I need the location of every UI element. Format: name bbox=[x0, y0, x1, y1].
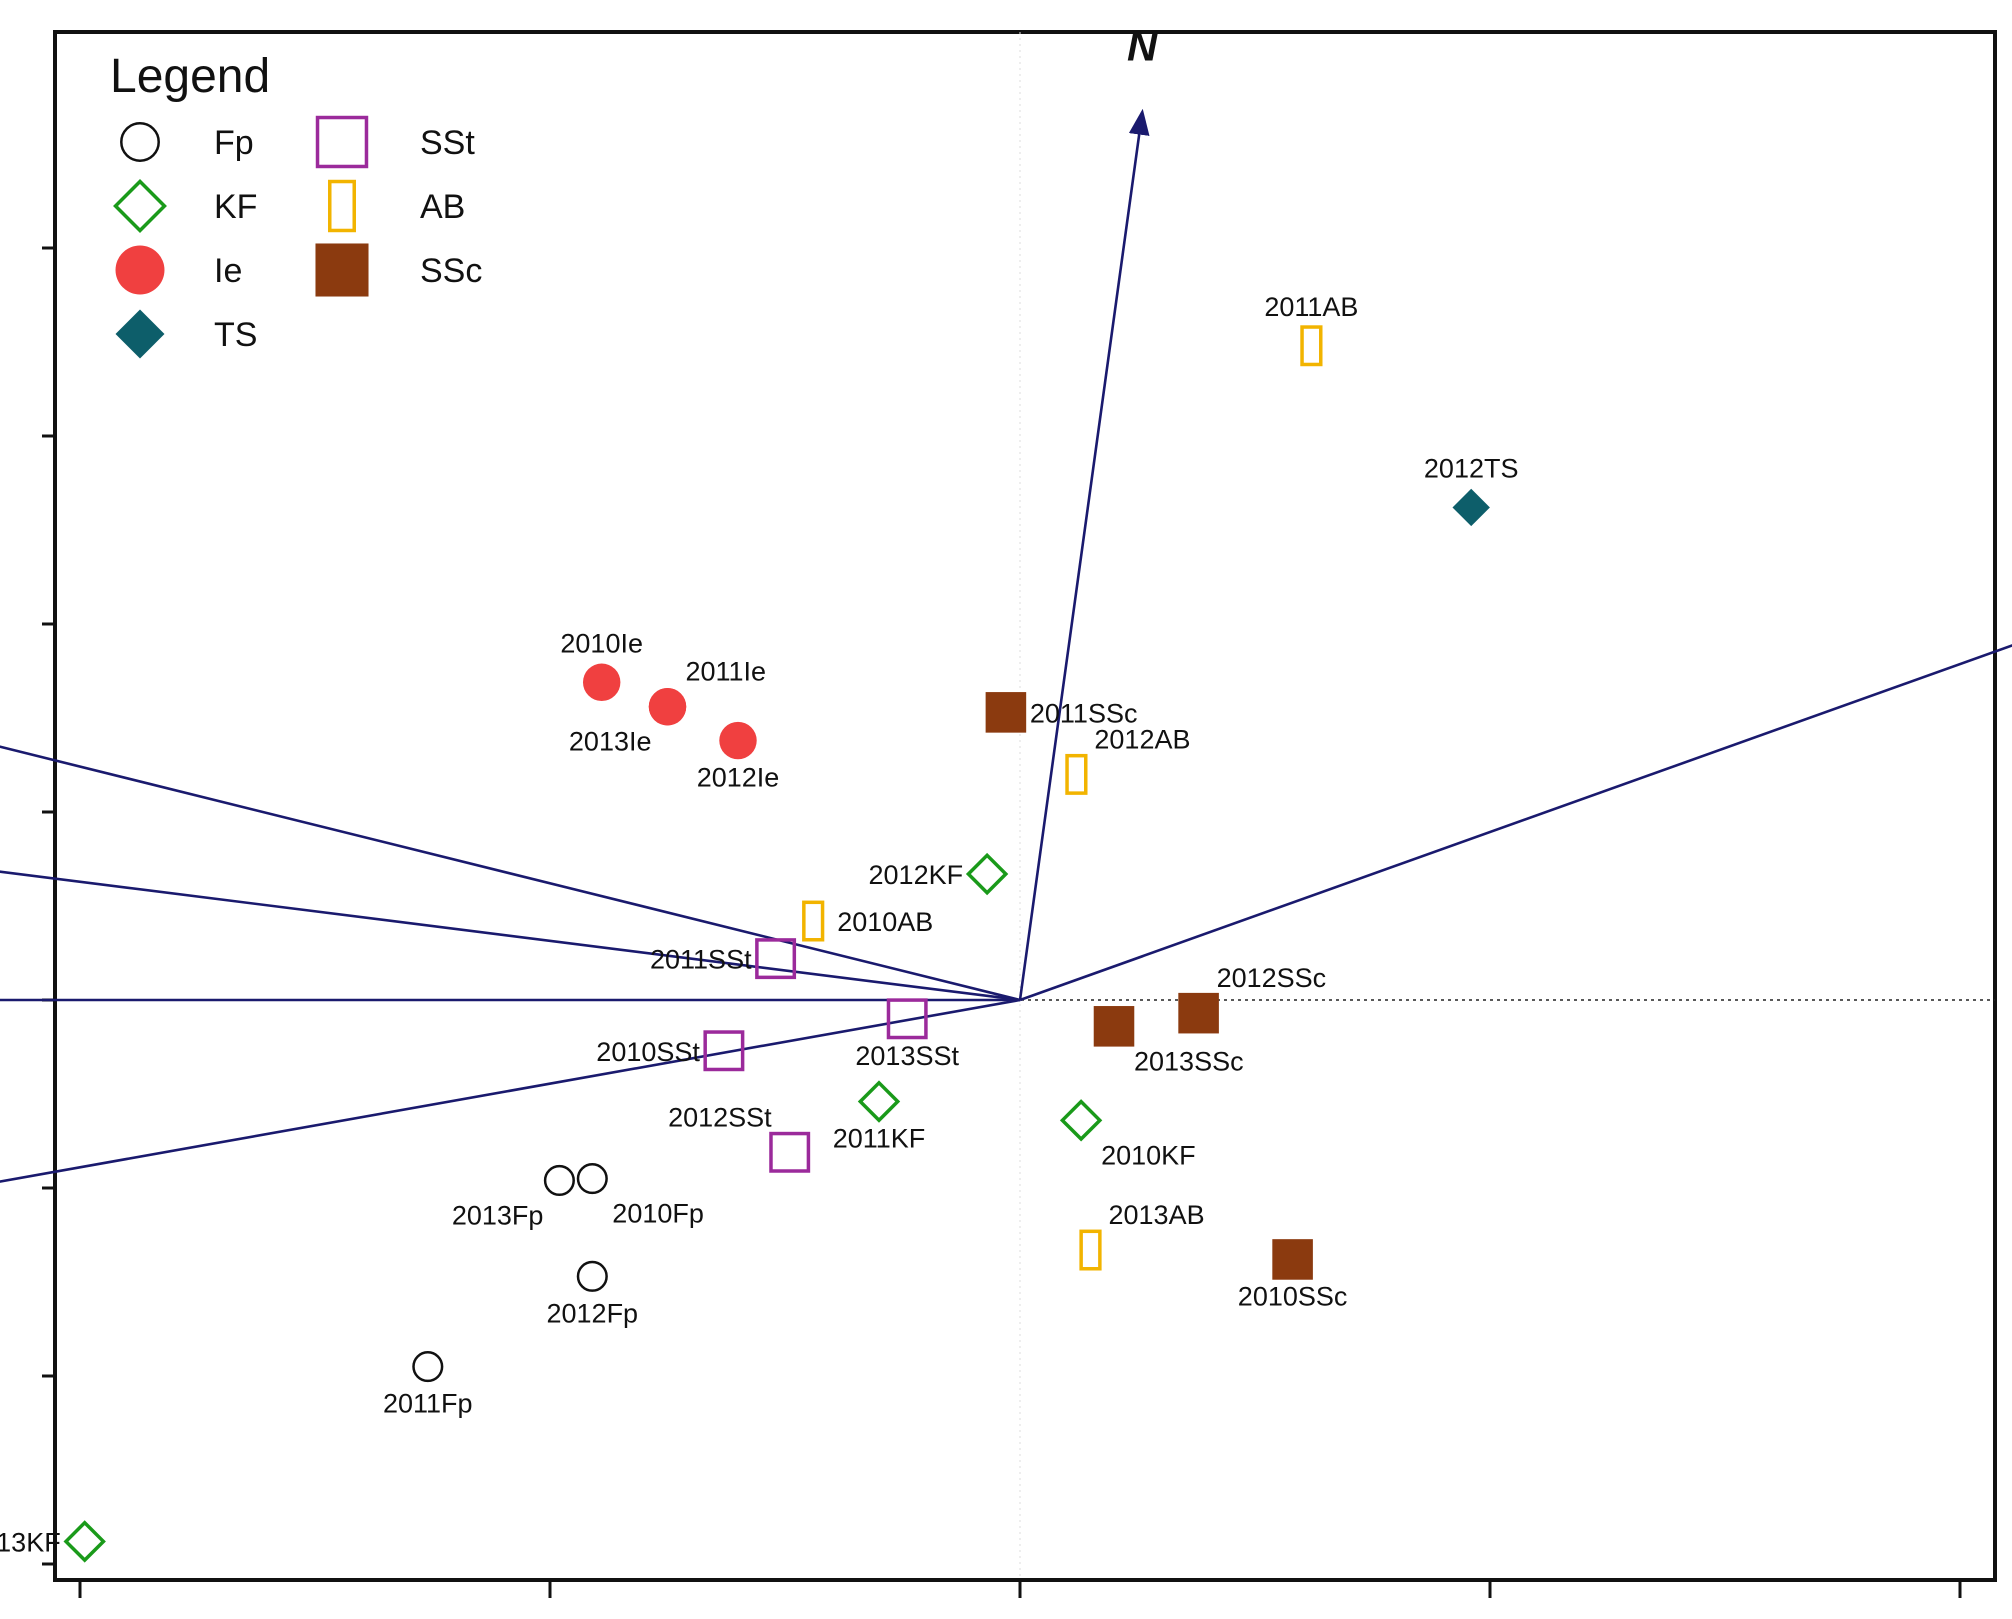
point-label-2011ssc: 2011SSc bbox=[1030, 698, 1138, 728]
point-label-2012ssc: 2012SSc bbox=[1217, 963, 1327, 993]
point-label-2011kf: 2011KF bbox=[833, 1124, 926, 1154]
point-label-2012ts: 2012TS bbox=[1424, 453, 1519, 483]
point-2011kf bbox=[857, 1080, 901, 1123]
loading-vectors bbox=[0, 108, 2012, 1183]
legend-label-ab: AB bbox=[420, 188, 465, 226]
vector-label-n: N bbox=[1127, 23, 1159, 70]
point-label-2010ab: 2010AB bbox=[837, 907, 933, 937]
point-2010ssc bbox=[1272, 1239, 1313, 1280]
point-2012kf bbox=[965, 852, 1009, 896]
legend-label-fp: Fp bbox=[214, 124, 254, 162]
legend-marker-ab bbox=[328, 179, 356, 233]
point-label-2011ie: 2011Ie bbox=[686, 657, 767, 687]
point-label-2013kf: 2013KF bbox=[0, 1527, 61, 1557]
point-2012fp bbox=[576, 1260, 608, 1292]
legend-marker-kf bbox=[113, 179, 167, 233]
sample-points bbox=[63, 325, 1490, 1563]
point-label-2010kf: 2010KF bbox=[1101, 1140, 1196, 1170]
point-label-2010ie: 2010Ie bbox=[560, 628, 643, 658]
vector-r bbox=[0, 745, 1021, 1002]
point-2012sst bbox=[769, 1131, 811, 1173]
point-2011ab bbox=[1300, 325, 1323, 367]
point-2013fp bbox=[543, 1164, 575, 1197]
vector-n bbox=[1018, 108, 1150, 1001]
point-2012ab bbox=[1065, 753, 1088, 795]
axis-ticks bbox=[42, 246, 1962, 1598]
point-2011fp bbox=[412, 1351, 444, 1383]
point-label-2012kf: 2012KF bbox=[869, 860, 964, 890]
point-2010ab bbox=[802, 900, 825, 942]
legend-label-ssc: SSc bbox=[420, 252, 482, 290]
point-label-2010ssc: 2010SSc bbox=[1238, 1281, 1348, 1311]
point-2012ts bbox=[1452, 488, 1490, 527]
point-label-2012fp: 2012Fp bbox=[547, 1298, 639, 1328]
legend-marker-fp bbox=[120, 122, 160, 162]
point-label-2013ie: 2013Ie bbox=[569, 727, 652, 757]
point-label-2012ie: 2012Ie bbox=[697, 763, 780, 793]
point-2013ssc bbox=[1093, 1006, 1135, 1047]
plot-frame bbox=[53, 30, 1997, 1582]
legend-label-sst: SSt bbox=[420, 124, 475, 162]
point-2010sst bbox=[703, 1030, 745, 1072]
legend: Legend Fp KF Ie TS SSt AB SSc bbox=[110, 50, 482, 359]
vector-f bbox=[1019, 644, 2012, 1002]
point-label-2013fp: 2013Fp bbox=[452, 1200, 544, 1230]
sample-labels: 2010Fp 2011Fp 2012Fp 2013Fp 2010KF 2011KF 2012… bbox=[0, 292, 1519, 1558]
legend-marker-ssc bbox=[315, 243, 369, 297]
point-label-2012ab: 2012AB bbox=[1094, 724, 1190, 754]
legend-label-ie: Ie bbox=[214, 252, 242, 290]
point-2010kf bbox=[1059, 1099, 1103, 1142]
point-2011ssc bbox=[985, 692, 1027, 733]
point-label-2012sst: 2012SSt bbox=[668, 1102, 772, 1132]
point-2013sst bbox=[886, 998, 928, 1040]
vector-t bbox=[0, 998, 1021, 1183]
legend-marker-ts bbox=[115, 309, 165, 359]
point-label-2013ab: 2013AB bbox=[1109, 1200, 1205, 1230]
legend-label-kf: KF bbox=[214, 188, 257, 226]
point-label-2011sst: 2011SSt bbox=[650, 945, 752, 975]
point-label-2011fp: 2011Fp bbox=[383, 1389, 473, 1419]
point-2013ab bbox=[1079, 1229, 1102, 1271]
point-label-2011ab: 2011AB bbox=[1264, 292, 1358, 322]
legend-marker-ie bbox=[115, 245, 165, 295]
point-2011sst bbox=[755, 938, 797, 980]
vector-o bbox=[0, 870, 1021, 1002]
point-2012ssc bbox=[1178, 992, 1219, 1034]
point-label-2010sst: 2010SSt bbox=[596, 1037, 700, 1067]
point-label-2013ssc: 2013SSc bbox=[1134, 1046, 1244, 1076]
point-2013kf bbox=[63, 1520, 106, 1563]
legend-title: Legend bbox=[110, 50, 270, 103]
point-2010fp bbox=[576, 1163, 608, 1195]
point-label-2013sst: 2013SSt bbox=[855, 1041, 959, 1071]
vector-labels: NFROLT bbox=[1127, 23, 1159, 70]
point-2010ie bbox=[582, 663, 621, 702]
legend-label-ts: TS bbox=[214, 316, 257, 354]
point-label-2010fp: 2010Fp bbox=[612, 1199, 704, 1229]
point-2013ie bbox=[648, 688, 687, 726]
legend-marker-sst bbox=[315, 115, 369, 169]
point-2012ie bbox=[719, 721, 757, 760]
